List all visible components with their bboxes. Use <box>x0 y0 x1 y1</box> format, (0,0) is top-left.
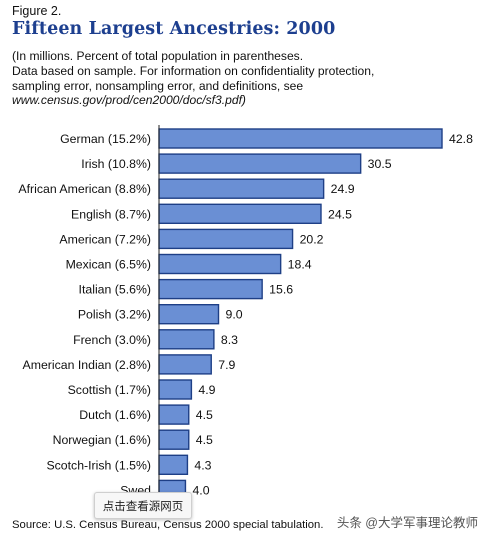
value-label: 9.0 <box>226 308 243 322</box>
value-label: 4.0 <box>192 483 209 497</box>
value-label: 42.8 <box>449 132 473 146</box>
category-label: American (7.2%) <box>59 232 151 246</box>
category-label: English (8.7%) <box>71 207 151 221</box>
category-label: American Indian (2.8%) <box>23 358 152 372</box>
chart-notes: (In millions. Percent of total populatio… <box>12 49 482 108</box>
value-label: 15.6 <box>269 283 293 297</box>
category-label: German (15.2%) <box>60 132 151 146</box>
value-label: 7.9 <box>218 358 235 372</box>
value-label: 4.5 <box>196 433 213 447</box>
bar <box>158 329 215 350</box>
bar <box>158 128 443 149</box>
category-label: Italian (5.6%) <box>79 283 151 297</box>
bar <box>158 379 193 400</box>
category-label: Scotch-Irish (1.5%) <box>46 458 151 472</box>
bar <box>158 178 325 199</box>
bar <box>158 153 362 174</box>
category-label: African American (8.8%) <box>18 182 151 196</box>
bar <box>158 228 294 250</box>
bar <box>158 454 189 475</box>
note-line-3: sampling error, nonsampling error, and d… <box>12 78 304 93</box>
category-label: Norwegian (1.6%) <box>53 433 151 447</box>
value-label: 24.5 <box>328 207 352 221</box>
note-line-2: Data based on sample. For information on… <box>12 63 375 78</box>
category-label: Polish (3.2%) <box>78 308 151 322</box>
view-source-popup[interactable]: 点击查看源网页 <box>94 492 192 519</box>
value-label: 30.5 <box>368 157 392 171</box>
bar <box>158 404 190 425</box>
category-label: Irish (10.8%) <box>81 157 151 171</box>
bar <box>158 203 322 225</box>
category-label: Mexican (6.5%) <box>66 258 151 272</box>
category-label: French (3.0%) <box>73 333 151 347</box>
value-label: 18.4 <box>288 258 312 272</box>
value-label: 20.2 <box>300 232 324 246</box>
value-label: 8.3 <box>221 333 238 347</box>
source-note: Source: U.S. Census Bureau, Census 2000 … <box>12 519 324 531</box>
bar <box>158 429 190 450</box>
category-label: Dutch (1.6%) <box>79 408 151 422</box>
chart-title: Fifteen Largest Ancestries: 2000 <box>12 19 336 39</box>
bar <box>158 253 282 275</box>
bar <box>158 304 220 325</box>
value-label: 4.3 <box>194 458 211 472</box>
value-label: 24.9 <box>331 182 355 196</box>
note-url: www.census.gov/prod/cen2000/doc/sf3.pdf) <box>12 93 246 108</box>
value-label: 4.5 <box>196 408 213 422</box>
watermark: 头条 @大学军事理论教师 <box>336 516 478 530</box>
value-label: 4.9 <box>198 383 215 397</box>
figure-label: Figure 2. <box>12 4 62 18</box>
category-label: Scottish (1.7%) <box>68 383 151 397</box>
note-line-1: (In millions. Percent of total populatio… <box>12 49 304 63</box>
bar <box>158 354 212 375</box>
bar <box>158 278 263 300</box>
